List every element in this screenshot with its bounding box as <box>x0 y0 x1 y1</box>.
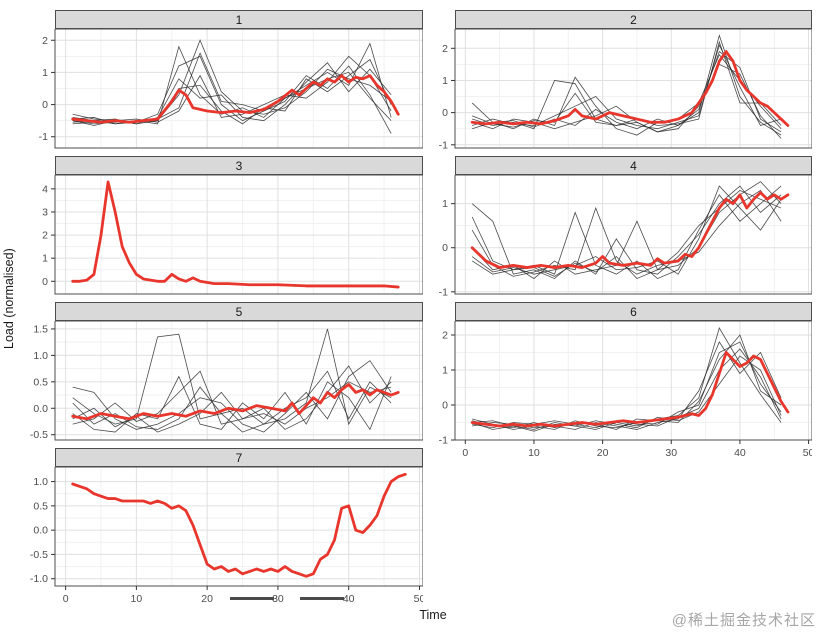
y-tick-label: -1 <box>439 286 448 296</box>
panel-strip-label: 5 <box>55 302 423 321</box>
member-series-line <box>72 55 392 123</box>
x-tick-label: 50 <box>803 447 812 459</box>
member-series-line <box>72 360 392 433</box>
panel-plot: -1.0-0.50.00.51.001020304050 <box>30 467 423 605</box>
panel-strip-label: 3 <box>55 156 423 175</box>
panel-strip-label: 7 <box>55 448 423 467</box>
panel-plot: -0.5 0.0 0.5 1.0 1.5 <box>30 321 423 441</box>
panel-strip-label: 6 <box>455 302 812 321</box>
member-series-line <box>72 365 392 430</box>
y-tick-label: 2 <box>42 230 48 242</box>
centroid-line <box>470 351 790 428</box>
facet-panel-5: 5 -0.5 0.0 0.5 1.0 1.5 <box>21 302 423 442</box>
watermark: @稀土掘金技术社区 <box>671 612 816 629</box>
y-tick-label: 0 <box>442 107 448 119</box>
panel-plot: 0 1 2 3 4 <box>42 175 423 295</box>
y-tick-label: -1 <box>439 435 448 447</box>
x-tick-label: 10 <box>528 447 540 459</box>
member-series-line <box>471 185 782 275</box>
x-tick-label: 20 <box>597 447 609 459</box>
series-group <box>470 181 790 280</box>
series-group <box>71 328 400 433</box>
y-tick-label: 0 <box>42 99 48 111</box>
y-tick-label: -0.5 <box>30 549 48 561</box>
x-tick-label: 0 <box>462 447 468 459</box>
y-tick-label: -1 <box>439 139 448 150</box>
facet-panel-2: 2 -1 0 1 2 <box>421 10 812 150</box>
series-group <box>71 472 407 578</box>
series-group <box>470 327 790 432</box>
x-tick-label: 10 <box>131 593 143 605</box>
centroid-line <box>71 383 400 421</box>
y-tick-label: -1.0 <box>30 573 48 585</box>
member-series-line <box>471 181 782 280</box>
member-series-line <box>472 63 782 139</box>
panel-strip-label: 2 <box>455 10 812 29</box>
member-series-line <box>471 189 782 280</box>
centroid-line <box>71 472 407 578</box>
y-tick-label: 0.0 <box>33 525 48 537</box>
y-tick-label: 4 <box>42 183 48 195</box>
y-tick-label: 0 <box>442 242 448 254</box>
x-tick-label: 0 <box>63 593 69 605</box>
y-tick-label: 1 <box>42 253 48 265</box>
y-tick-label: -0.5 <box>30 429 48 441</box>
y-tick-label: 0 <box>442 400 448 412</box>
centroid-line <box>71 74 400 124</box>
series-group <box>470 34 790 139</box>
y-axis-title: Load (normalised) <box>2 248 16 350</box>
panel-plot: -1 0 1 2 <box>439 29 812 150</box>
facet-panel-7: 7-1.0-0.50.00.51.001020304050 <box>21 448 423 609</box>
facet-panel-4: 4 -1 0 1 <box>421 156 812 296</box>
x-tick-label: 40 <box>734 447 746 459</box>
x-tick-label: 40 <box>343 593 355 605</box>
y-tick-label: -1 <box>39 131 48 143</box>
x-tick-label: 30 <box>665 447 677 459</box>
y-tick-label: 0 <box>42 276 48 288</box>
series-group <box>71 180 400 289</box>
x-axis-title: Time <box>419 608 447 622</box>
panel-plot: -1 0 1 <box>439 175 812 296</box>
y-tick-label: 3 <box>42 206 48 218</box>
underline-marks-decoration <box>230 597 344 600</box>
y-tick-label: 2 <box>442 43 448 55</box>
panel-plot: -1 0 1 2 <box>39 29 423 149</box>
y-tick-label: 0.0 <box>33 403 48 415</box>
centroid-line <box>470 191 790 269</box>
y-tick-label: 1 <box>442 75 448 87</box>
panel-strip-label: 1 <box>55 10 423 29</box>
panel-strip-label: 4 <box>455 156 812 175</box>
x-tick-label: 50 <box>414 593 423 605</box>
y-tick-label: 2 <box>42 35 48 47</box>
facet-panel-6: 6 -1 0 1 2 0 10 20 30 40 50 <box>421 302 812 463</box>
facet-panel-1: 1 -1 0 1 2 <box>21 10 423 150</box>
y-tick-label: 1.0 <box>33 350 48 362</box>
y-tick-label: 0.5 <box>33 376 48 388</box>
y-tick-label: 1 <box>442 198 448 210</box>
centroid-line <box>71 180 400 289</box>
y-tick-label: 1 <box>442 365 448 377</box>
member-series-line <box>472 355 782 430</box>
x-tick-label: 20 <box>201 593 213 605</box>
y-tick-label: 1.5 <box>33 323 48 335</box>
centroid-line <box>470 50 790 127</box>
y-tick-label: 0.5 <box>33 500 48 512</box>
y-tick-label: 1.0 <box>33 476 48 488</box>
y-tick-label: 1 <box>42 67 48 79</box>
series-group <box>71 39 400 134</box>
y-tick-label: 2 <box>442 330 448 342</box>
member-series-line <box>72 381 392 433</box>
